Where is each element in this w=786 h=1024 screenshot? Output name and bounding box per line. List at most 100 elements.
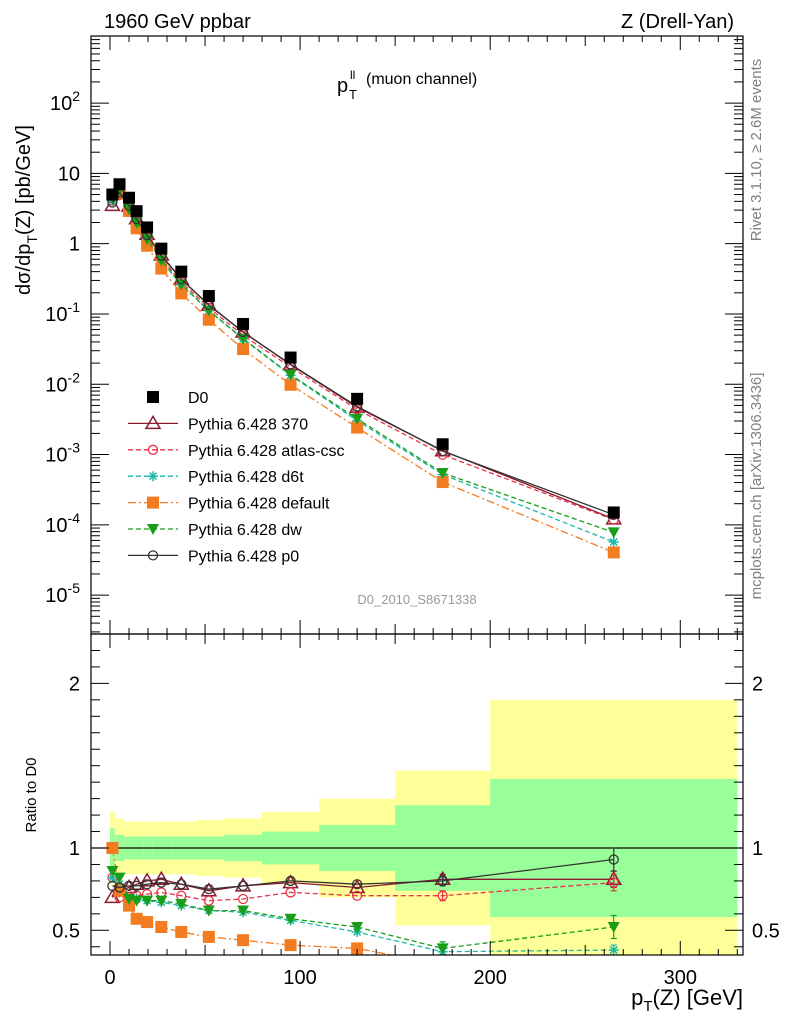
ratio-4-point-10-shape: [351, 922, 364, 934]
legend-marker-0: [147, 391, 159, 403]
legend-marker-5: [147, 524, 159, 535]
series-3-point-6-shape: [175, 287, 188, 300]
ratio-y-axis-label: Ratio to D0: [23, 757, 40, 832]
legend-marker-3-shape: [148, 471, 158, 482]
data-point-2: [123, 191, 136, 204]
ratio-5-point-10-shape: [351, 879, 363, 890]
data-point-12: [607, 506, 620, 519]
legend-marker-2: [147, 444, 159, 455]
ratio-5-point-0-shape: [107, 880, 118, 892]
ratio-4-point-1: [113, 872, 126, 884]
ratio-0-point-4-shape: [138, 872, 156, 887]
ratio-1-point-8-shape: [237, 893, 249, 905]
series-3-point-9-shape: [284, 378, 297, 391]
data-point-7: [202, 290, 215, 303]
y-tick-exp-1: -4: [68, 510, 81, 526]
ratio-3-point-12-shape: [608, 962, 620, 974]
series-3-point-7-shape: [202, 313, 215, 326]
data-point-0: [106, 188, 119, 201]
y-tick-exp-3: -2: [68, 369, 81, 385]
data-point-3: [130, 205, 143, 218]
ratio-4-point-1-shape: [113, 872, 126, 884]
series-2-point-12: [608, 537, 619, 548]
ratio-3-point-9-shape: [284, 939, 297, 952]
ratio-3-point-10: [351, 942, 364, 955]
ratio-4-point-5-shape: [155, 895, 168, 907]
y-tick-base-7: 10: [50, 93, 72, 115]
ratio-0-point-5: [153, 870, 170, 886]
ratio-4-point-10: [351, 922, 364, 934]
header-left-label: 1960 GeV ppbar: [104, 11, 251, 33]
series-3-point-5: [155, 262, 168, 275]
ratio-1-point-8: [237, 893, 249, 905]
ratio-3-point-7-shape: [202, 930, 215, 943]
ratio-3-point-4: [141, 916, 154, 929]
ratio-ref-marker: [106, 842, 119, 854]
ratio-1-point-12-shape: [608, 877, 619, 888]
ratio-4-point-0-shape: [106, 866, 119, 878]
ratio-3-point-5-shape: [155, 921, 168, 934]
ratio-2-point-0: [107, 872, 118, 883]
y-tick-exp-0: -5: [68, 580, 81, 596]
legend-marker-3: [148, 471, 158, 482]
series-3-point-8: [237, 343, 250, 356]
ratio-5-point-3: [131, 880, 142, 892]
ratio-3-point-3: [130, 912, 143, 925]
legend-marker-1-shape: [144, 414, 162, 430]
y-tick-label-3: 10-2: [45, 369, 80, 396]
legend-marker-1: [144, 414, 162, 430]
ratio-1-point-7: [203, 895, 215, 906]
legend-marker-4-shape: [147, 496, 159, 509]
series-4-point-9-shape: [284, 369, 297, 381]
ratio-4-point-8-shape: [237, 905, 250, 917]
ratio-5-point-5-shape: [156, 877, 167, 888]
ratio-5-point-6-shape: [176, 879, 187, 890]
title-subscript: T: [349, 87, 357, 102]
analysis-watermark: D0_2010_S8671338: [357, 592, 476, 607]
ratio-tick-label-left-1: 1: [69, 838, 80, 860]
mcplots-reference-label: mcplots.cern.ch [arXiv:1306.3436]: [748, 373, 765, 600]
ratio-2-point-0-shape: [107, 872, 118, 883]
ratio-5-point-0: [107, 880, 118, 892]
ratio-4-point-11-shape: [436, 943, 449, 955]
data-point-8: [237, 317, 250, 330]
ratio-4-point-6-shape: [175, 898, 188, 910]
ratio-3-point-10-shape: [351, 942, 364, 955]
ratio-line-1: [111, 877, 614, 902]
series-4-point-10-shape: [351, 413, 364, 425]
ratio-5-point-12: [608, 854, 619, 865]
series-3-point-8-shape: [237, 343, 250, 356]
ratio-5-point-3-shape: [131, 880, 142, 892]
ratio-4-point-4-shape: [141, 895, 154, 907]
y-tick-base-2: 10: [45, 445, 67, 467]
ratio-4-point-12-shape: [607, 922, 620, 934]
x-tick-label-2: 200: [473, 967, 506, 989]
legend-entry-0: D0: [147, 390, 209, 407]
ratio-3-point-2-shape: [123, 899, 136, 912]
ratio-tick-label-right-2: 2: [752, 673, 763, 695]
ratio-3-point-11-shape: [437, 959, 449, 971]
xlabel-part-1: p: [631, 985, 643, 1010]
ratio-tick-label-left-2: 2: [69, 673, 80, 695]
y-tick-base-3: 10: [45, 374, 67, 396]
x-axis-label: pT(Z) [GeV]: [631, 985, 743, 1015]
series-5: [107, 187, 619, 520]
ratio-4-point-9-shape: [284, 913, 297, 925]
ratio-3-point-7: [202, 930, 215, 943]
ratio-1-point-9-shape: [285, 887, 296, 898]
legend-entry-1: Pythia 6.428 370: [128, 414, 308, 433]
ratio-0-point-4: [138, 872, 156, 887]
series-3-point-5-shape: [155, 262, 168, 275]
series-3-point-11: [436, 476, 449, 489]
ratio-3-point-6-shape: [175, 925, 188, 938]
ratio-panel-series: [104, 842, 623, 974]
series-4-point-12: [607, 527, 620, 539]
y-tick-base-1: 10: [45, 515, 67, 537]
ratio-5-point-12-shape: [608, 854, 619, 865]
ratio-1-point-9: [285, 887, 296, 898]
ratio-4-point-9: [284, 913, 297, 925]
ratio-series-4: [106, 866, 620, 955]
legend-entry-2: Pythia 6.428 atlas-csc: [128, 443, 345, 460]
series-3-point-6: [175, 287, 188, 300]
